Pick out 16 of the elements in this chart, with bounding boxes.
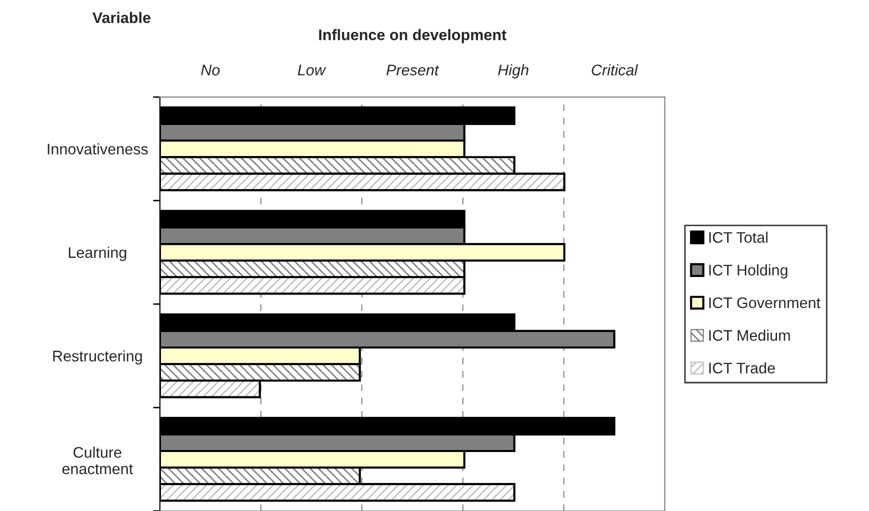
legend-label: ICT Government — [709, 297, 820, 308]
y-tick-label: Culture enactment — [62, 446, 133, 474]
y-tick-label: Innovativeness — [48, 143, 148, 155]
text: Present — [386, 64, 440, 76]
y-tick-label: Learning — [68, 246, 126, 262]
legend-label: ICT Medium — [709, 330, 790, 341]
text: Low — [298, 64, 326, 76]
text: High — [498, 64, 528, 78]
legend-label: ICT Trade — [709, 362, 775, 374]
x-axis-title: Influence on development — [319, 29, 506, 44]
y-axis-title: Variable — [92, 12, 150, 24]
text: Critical — [592, 64, 638, 76]
y-tick-label: Restructering — [53, 350, 142, 364]
legend-label: ICT Holding — [709, 264, 788, 279]
legend-label: ICT Total — [709, 232, 768, 243]
text: No — [201, 64, 220, 76]
